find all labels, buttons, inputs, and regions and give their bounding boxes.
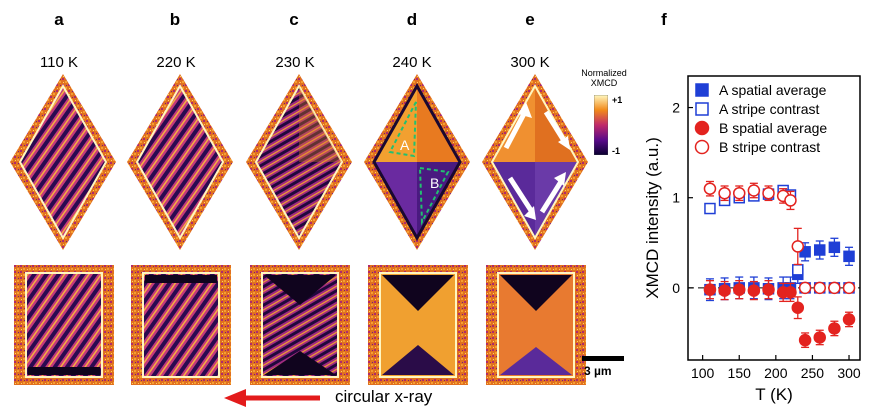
- xmcd-rectangle-image-c: [250, 265, 350, 385]
- xmcd-rectangle-image-d: [368, 265, 468, 385]
- colorbar-title: Normalized XMCD: [574, 68, 634, 88]
- data-point: [704, 202, 716, 215]
- legend-label: A spatial average: [719, 82, 827, 98]
- colorbar-max-label: +1: [612, 95, 623, 105]
- xmcd-diamond-image-b: [127, 74, 233, 250]
- panel-letter-b: b: [169, 10, 181, 29]
- legend-marker: [695, 83, 709, 97]
- data-point: [784, 286, 797, 299]
- legend-marker: [694, 120, 710, 136]
- data-point: [703, 182, 717, 195]
- colorbar-title-line1: Normalized: [581, 68, 627, 78]
- xmcd-temperature-chart: 100 150 200 250 300 0 1 2 T (K) XMCD intensity (a…: [643, 75, 861, 404]
- xray-label: circular x-ray: [335, 387, 433, 406]
- legend-label: B stripe contrast: [719, 139, 820, 155]
- data-point: [813, 281, 826, 295]
- legend-marker: [695, 102, 709, 116]
- xmcd-rectangle-image-a: [14, 265, 114, 385]
- temperature-label-e: 300 K: [510, 54, 550, 71]
- chart-frame: [687, 75, 861, 361]
- panel-letter-e: e: [525, 10, 535, 29]
- data-point: [843, 250, 855, 263]
- legend-marker: [694, 139, 710, 155]
- panel-letter-f: f: [661, 10, 667, 29]
- colorbar: [594, 95, 608, 155]
- x-axis-label: T (K): [755, 385, 792, 404]
- x-tick-label: 250: [801, 365, 825, 381]
- data-point: [718, 186, 731, 200]
- scale-bar-label: 3 µm: [584, 364, 612, 378]
- x-tick-label: 150: [728, 365, 752, 381]
- data-point: [842, 281, 856, 295]
- xmcd-diamond-image-d: A B: [364, 74, 470, 250]
- panel-letter-d: d: [406, 10, 418, 29]
- y-axis-label: XMCD intensity (a.u.): [643, 137, 662, 299]
- region-label-a: A: [400, 137, 410, 153]
- temperature-label-d: 240 K: [392, 54, 432, 71]
- legend-label: A stripe contrast: [719, 101, 819, 117]
- xmcd-diamond-image-e: [482, 74, 588, 250]
- data-point: [732, 186, 746, 200]
- panel-letter-a: a: [54, 10, 64, 29]
- xmcd-diamond-image-a: [10, 74, 116, 250]
- data-point: [828, 322, 841, 335]
- data-point: [828, 281, 841, 295]
- panel-letter-c: c: [289, 10, 299, 29]
- data-point: [813, 244, 826, 256]
- data-point: [762, 283, 775, 296]
- xmcd-diamond-image-c: [246, 74, 352, 250]
- data-point: [762, 186, 775, 200]
- xray-direction-arrow: [224, 389, 320, 407]
- data-point: [842, 313, 856, 326]
- data-point: [828, 241, 841, 254]
- x-tick-label: 300: [837, 365, 861, 381]
- temperature-label-a: 110 K: [39, 54, 79, 71]
- data-point: [791, 301, 805, 314]
- temperature-label-c: 230 K: [275, 54, 315, 71]
- data-point: [792, 264, 804, 276]
- legend-label: B spatial average: [719, 120, 827, 136]
- x-tick-label: 100: [691, 365, 715, 381]
- data-point: [791, 240, 805, 253]
- data-point: [718, 284, 731, 297]
- region-label-b: B: [430, 175, 439, 191]
- xmcd-rectangle-image-b: [131, 265, 231, 385]
- data-point: [798, 281, 812, 295]
- y-tick-label: 0: [672, 280, 680, 296]
- y-tick-label: 2: [672, 100, 680, 116]
- data-point: [798, 333, 812, 347]
- data-point: [703, 283, 717, 296]
- data-point: [747, 184, 761, 197]
- x-tick-label: 200: [764, 365, 788, 381]
- data-point: [747, 284, 761, 297]
- data-point: [732, 283, 746, 296]
- temperature-label-b: 220 K: [156, 54, 196, 71]
- y-tick-label: 1: [672, 190, 680, 206]
- scale-bar: [582, 356, 624, 361]
- colorbar-title-line2: XMCD: [590, 78, 618, 88]
- data-point: [813, 331, 826, 344]
- data-point: [784, 194, 797, 207]
- colorbar-min-label: -1: [612, 146, 621, 156]
- xmcd-rectangle-image-e: [486, 265, 586, 385]
